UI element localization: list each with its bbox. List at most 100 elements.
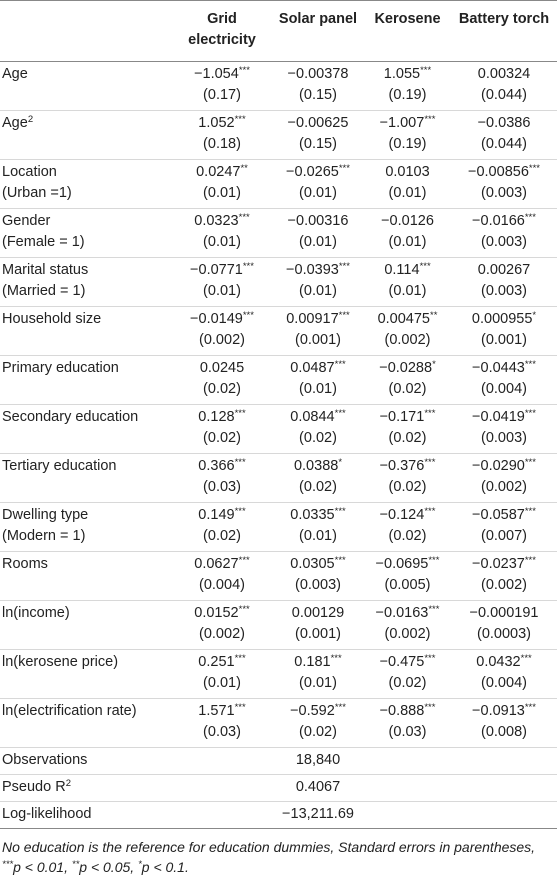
significance: *** (528, 163, 540, 174)
row-label: Location (Urban =1) (0, 159, 172, 209)
coefficient: −0.0695 (375, 556, 429, 572)
cell: −0.888*** (0.03) (364, 698, 451, 748)
cell: −0.0587*** (0.007) (451, 502, 557, 552)
significance: *** (524, 359, 536, 370)
cell: −0.475*** (0.02) (364, 649, 451, 699)
coefficient: −0.00856 (468, 164, 529, 180)
standard-error: (0.003) (295, 577, 341, 593)
coefficient: −0.0163 (375, 605, 429, 621)
cell: 0.0245 (0.02) (172, 355, 272, 405)
significance: *** (428, 604, 440, 615)
significance: *** (234, 653, 246, 664)
data-row: Age −1.054*** (0.17) −0.00378 (0.15) 1.055***… (0, 61, 557, 111)
sublabel: (Married = 1) (2, 283, 86, 299)
standard-error: (0.19) (388, 87, 427, 103)
significance: *** (424, 457, 436, 468)
note-stars: * (138, 859, 142, 870)
cell: −1.007*** (0.19) (364, 110, 451, 160)
row-label: Log-likelihood (0, 801, 172, 829)
cell (364, 801, 451, 829)
label-text: Location (2, 164, 57, 180)
cell: −0.171*** (0.02) (364, 404, 451, 454)
label-superscript: 2 (27, 114, 34, 125)
coefficient: 0.0432 (476, 654, 521, 670)
data-row: Rooms 0.0627*** (0.004) 0.0305*** (0.003) −0.… (0, 551, 557, 601)
cell: −0.0126 (0.01) (364, 208, 451, 258)
coefficient: −1.054 (194, 66, 239, 82)
coefficient: 0.181 (294, 654, 331, 670)
standard-error: (0.01) (299, 234, 337, 250)
standard-error: (0.003) (481, 185, 527, 201)
label-text: Marital status (2, 262, 89, 278)
row-label: Secondary education (0, 404, 172, 454)
standard-error: (0.01) (299, 381, 337, 397)
significance: *** (242, 310, 254, 321)
data-row: Age2 1.052*** (0.18) −0.00625 (0.15) −1.007**… (0, 110, 557, 160)
row-label: Tertiary education (0, 453, 172, 503)
significance: *** (524, 555, 536, 566)
sublabel: (Modern = 1) (2, 528, 86, 544)
standard-error: (0.004) (481, 381, 527, 397)
cell: 0.0432*** (0.004) (451, 649, 557, 699)
standard-error: (0.001) (481, 332, 527, 348)
label-text: Secondary education (2, 409, 139, 425)
cell: −0.0163*** (0.002) (364, 600, 451, 650)
standard-error: (0.02) (299, 479, 337, 495)
significance: *** (234, 506, 246, 517)
row-label: ln(electrification rate) (0, 698, 172, 748)
significance: *** (234, 702, 246, 713)
cell: 0.149*** (0.02) (172, 502, 272, 552)
label-text: Age (2, 66, 28, 82)
standard-error: (0.03) (388, 724, 427, 740)
standard-error: (0.003) (481, 283, 527, 299)
coefficient: −0.888 (379, 703, 425, 719)
coefficient: 0.00267 (477, 262, 531, 278)
standard-error: (0.01) (388, 185, 427, 201)
coefficient: −0.0166 (472, 213, 525, 229)
coefficient: 0.0305 (290, 556, 335, 572)
label-text: Age (2, 115, 28, 131)
cell: −0.00856*** (0.003) (451, 159, 557, 209)
standard-error: (0.02) (203, 430, 241, 446)
stat-value: 18,840 (272, 747, 364, 775)
header-row: Grid electricity Solar panel Kerosene Batte… (0, 0, 557, 62)
footnote: No education is the reference for educat… (0, 829, 557, 877)
significance: *** (524, 702, 536, 713)
cell: 0.000955* (0.001) (451, 306, 557, 356)
coefficient: −0.0771 (190, 262, 243, 278)
standard-error: (0.01) (203, 675, 241, 691)
coefficient: −0.0913 (472, 703, 525, 719)
label-text: ln(kerosene price) (2, 654, 119, 670)
data-row: ln(kerosene price) 0.251*** (0.01) 0.181***… (0, 649, 557, 699)
significance: *** (524, 457, 536, 468)
cell: −0.00316 (0.01) (272, 208, 364, 258)
note-threshold: p < 0.01, (13, 859, 68, 875)
coefficient: 0.251 (198, 654, 235, 670)
cell: 0.00917*** (0.001) (272, 306, 364, 356)
cell: 0.00267 (0.003) (451, 257, 557, 307)
significance: *** (234, 457, 246, 468)
significance: *** (238, 555, 250, 566)
standard-error: (0.008) (481, 724, 527, 740)
coefficient: 0.0245 (199, 360, 245, 376)
cell: 0.0152*** (0.002) (172, 600, 272, 650)
row-label: ln(income) (0, 600, 172, 650)
coefficient: 0.00475 (377, 311, 430, 327)
significance: *** (424, 653, 436, 664)
standard-error: (0.002) (199, 332, 245, 348)
cell: 1.571*** (0.03) (172, 698, 272, 748)
cell: −0.0913*** (0.008) (451, 698, 557, 748)
label-text: ln(income) (2, 605, 70, 621)
standard-error: (0.007) (481, 528, 527, 544)
coefficient: 1.571 (198, 703, 235, 719)
cell: −0.0419*** (0.003) (451, 404, 557, 454)
cell (451, 801, 557, 829)
cell: −0.00378 (0.15) (272, 61, 364, 111)
cell: −0.0443*** (0.004) (451, 355, 557, 405)
standard-error: (0.01) (388, 283, 427, 299)
label-text: Gender (2, 213, 51, 229)
row-label: Marital status (Married = 1) (0, 257, 172, 307)
column-header: Solar panel (272, 0, 364, 62)
note-stars: ** (71, 859, 80, 870)
standard-error: (0.15) (299, 136, 337, 152)
